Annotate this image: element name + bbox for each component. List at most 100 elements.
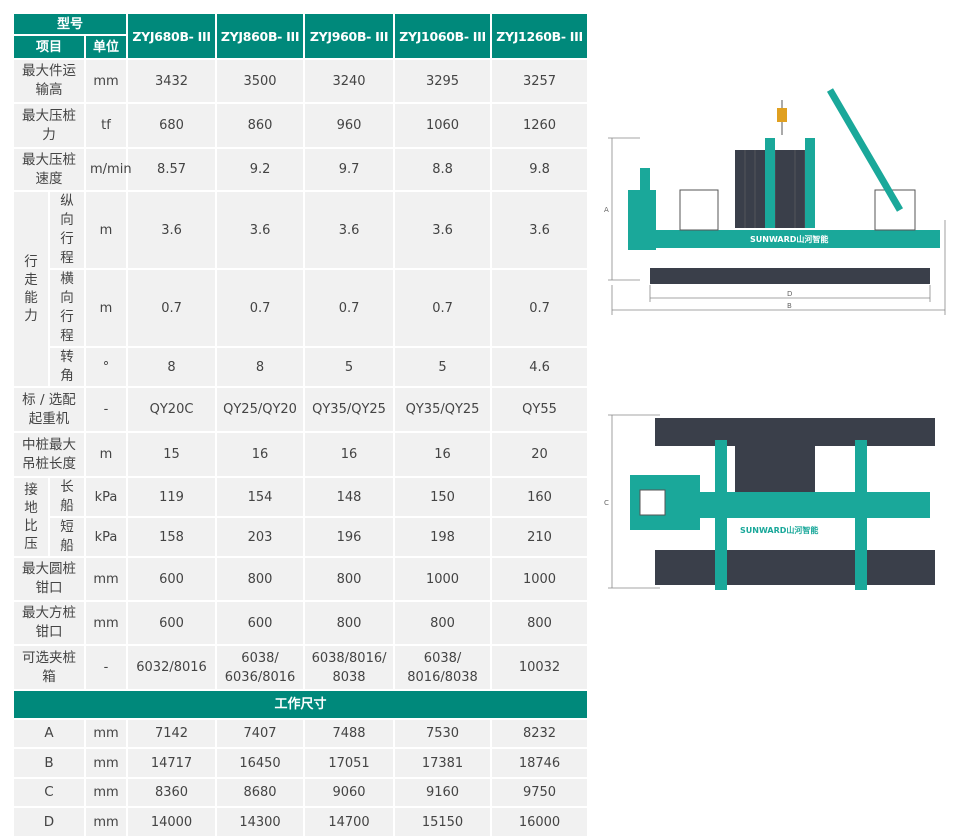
table-row: 横向行程 m 0.7 0.7 0.7 0.7 0.7	[13, 268, 590, 348]
row-label: 最大压桩力	[12, 102, 86, 149]
value-cell: 860	[215, 102, 306, 149]
table-row: 最大方桩钳口 mm 600 600 800 800 800	[12, 600, 590, 646]
value-cell: 8	[126, 346, 218, 388]
sub-label: 长船	[48, 476, 86, 518]
value-cell: 9060	[303, 777, 396, 808]
value-cell: 680	[126, 102, 218, 149]
row-unit: mm	[83, 806, 129, 838]
value-cell: 3432	[126, 58, 218, 104]
row-unit: m	[83, 431, 129, 478]
model-col: ZYJ680B- III	[126, 12, 218, 60]
table-row: 转角 ° 8 8 5 5 4.6	[13, 346, 590, 388]
row-label: 最大压桩速度	[12, 147, 86, 192]
row-unit: tf	[83, 102, 129, 149]
value-cell: 6038/ 8016/8038	[393, 644, 493, 691]
item-header: 项目	[12, 34, 86, 60]
value-cell: 800	[490, 600, 590, 646]
value-cell: 16	[393, 431, 493, 478]
value-cell: 9.8	[490, 147, 590, 192]
value-cell: 600	[126, 556, 218, 602]
value-cell: 154	[215, 476, 306, 518]
side-view-diagram: A D B SUNWARD山河智能	[604, 88, 946, 315]
value-cell: 3500	[215, 58, 306, 104]
model-col: ZYJ960B- III	[303, 12, 396, 60]
sub-label: 横向行程	[48, 268, 86, 348]
row-label: 最大件运输高	[12, 58, 86, 104]
value-cell: 158	[126, 516, 218, 558]
table-row: 最大圆桩钳口 mm 600 800 800 1000 1000	[12, 556, 590, 602]
table-row: 接地比压 长船 kPa 119 154 148 150 160	[12, 476, 590, 558]
sub-label: 短船	[48, 516, 86, 558]
value-cell: 9.2	[215, 147, 306, 192]
row-unit: mm	[83, 556, 129, 602]
value-cell: 16450	[215, 747, 306, 779]
row-label: C	[12, 777, 86, 808]
value-cell: 15150	[393, 806, 493, 838]
value-cell: 3.6	[490, 190, 590, 270]
row-unit: -	[83, 644, 129, 691]
value-cell: 119	[126, 476, 218, 518]
group-label: 行走能力	[12, 190, 50, 388]
row-unit: m	[83, 190, 129, 270]
value-cell: 14717	[126, 747, 218, 779]
value-cell: 800	[303, 556, 396, 602]
value-cell: 17051	[303, 747, 396, 779]
value-cell: 600	[215, 600, 306, 646]
dim-label-d: D	[787, 290, 792, 298]
value-cell: 8.57	[126, 147, 218, 192]
value-cell: QY35/QY25	[303, 386, 396, 433]
value-cell: 5	[303, 346, 396, 388]
value-cell: 4.6	[490, 346, 590, 388]
value-cell: 16000	[490, 806, 590, 838]
table-row: 短船 kPa 158 203 196 198 210	[13, 516, 590, 558]
value-cell: QY55	[490, 386, 590, 433]
row-label: 最大圆桩钳口	[12, 556, 86, 602]
value-cell: 3.6	[215, 190, 306, 270]
value-cell: 1000	[393, 556, 493, 602]
value-cell: 8680	[215, 777, 306, 808]
value-cell: 800	[215, 556, 306, 602]
value-cell: 0.7	[126, 268, 218, 348]
unit-header: 单位	[83, 34, 129, 60]
value-cell: 3.6	[393, 190, 493, 270]
value-cell: 0.7	[393, 268, 493, 348]
model-col: ZYJ1260B- III	[490, 12, 590, 60]
value-cell: 16	[303, 431, 396, 478]
section-title: 工作尺寸	[11, 689, 590, 720]
brand-logo-top: SUNWARD山河智能	[740, 525, 818, 535]
value-cell: QY20C	[126, 386, 218, 433]
value-cell: 198	[393, 516, 493, 558]
dim-label-a: A	[604, 206, 609, 214]
value-cell: 8360	[126, 777, 218, 808]
spec-table: 型号 ZYJ680B- III ZYJ860B- III ZYJ960B- II…	[11, 12, 590, 838]
value-cell: 17381	[393, 747, 493, 779]
row-label: 标 / 选配起重机	[12, 386, 86, 433]
dim-label-b: B	[787, 302, 792, 310]
value-cell: 3.6	[126, 190, 218, 270]
table-row: 行走能力 纵向行程 m 3.6 3.6 3.6 3.6 3.6	[12, 190, 590, 388]
value-cell: 8.8	[393, 147, 493, 192]
value-cell: 10032	[490, 644, 590, 691]
row-unit: -	[83, 386, 129, 433]
row-unit: °	[83, 346, 129, 388]
sub-label: 纵向行程	[48, 190, 86, 270]
value-cell: 9750	[490, 777, 590, 808]
value-cell: 3257	[490, 58, 590, 104]
value-cell: 1260	[490, 102, 590, 149]
value-cell: 9.7	[303, 147, 396, 192]
table-row: 最大件运输高 mm 3432 3500 3240 3295 3257	[12, 58, 590, 104]
value-cell: 148	[303, 476, 396, 518]
value-cell: 14000	[126, 806, 218, 838]
row-unit: m/min	[83, 147, 132, 192]
value-cell: 800	[393, 600, 493, 646]
table-row: 中桩最大吊桩长度 m 15 16 16 16 20	[12, 431, 590, 478]
value-cell: 9160	[393, 777, 493, 808]
row-label: 中桩最大吊桩长度	[12, 431, 86, 478]
value-cell: 20	[490, 431, 590, 478]
row-unit: mm	[83, 600, 129, 646]
value-cell: QY25/QY20	[215, 386, 306, 433]
row-label: 可选夹桩箱	[12, 644, 86, 691]
value-cell: 0.7	[303, 268, 396, 348]
